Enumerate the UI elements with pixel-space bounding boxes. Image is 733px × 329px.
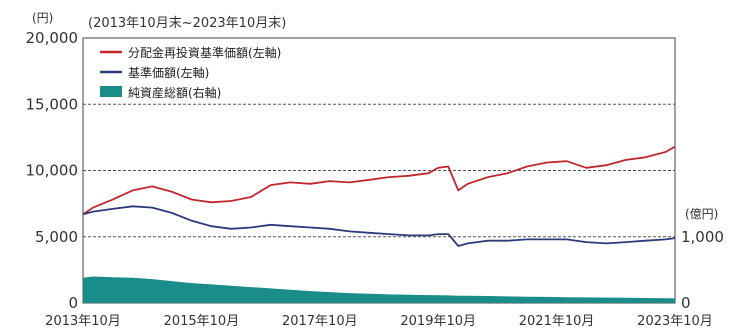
legend-swatch-2 <box>100 86 122 97</box>
x-tick-label: 2021年10月 <box>519 314 595 329</box>
left-tick-label: 20,000 <box>26 29 79 47</box>
right-axis-unit: (億円) <box>685 207 718 221</box>
x-tick-label: 2023年10月 <box>637 314 713 329</box>
left-tick-label: 5,000 <box>35 228 78 246</box>
series-line-0 <box>82 145 676 215</box>
period-label: (2013年10月末~2023年10月末) <box>88 16 286 31</box>
x-tick-label: 2019年10月 <box>400 314 476 329</box>
right-tick-label: 1,000 <box>681 228 724 246</box>
series-line-1 <box>82 205 676 247</box>
legend-label-1: 基準価額(左軸) <box>128 65 209 80</box>
x-tick-label: 2017年10月 <box>282 314 358 329</box>
legend-label-2: 純資産総額(右軸) <box>128 85 221 100</box>
right-tick-label: 0 <box>681 294 691 312</box>
left-tick-label: 10,000 <box>26 162 79 180</box>
x-tick-label: 2015年10月 <box>164 314 240 329</box>
left-tick-label: 0 <box>68 294 78 312</box>
left-axis-unit: (円) <box>32 11 53 25</box>
area-net-assets <box>83 276 675 303</box>
x-tick-label: 2013年10月 <box>45 314 121 329</box>
legend-label-0: 分配金再投資基準価額(左軸) <box>128 45 281 60</box>
left-tick-label: 15,000 <box>26 95 79 113</box>
